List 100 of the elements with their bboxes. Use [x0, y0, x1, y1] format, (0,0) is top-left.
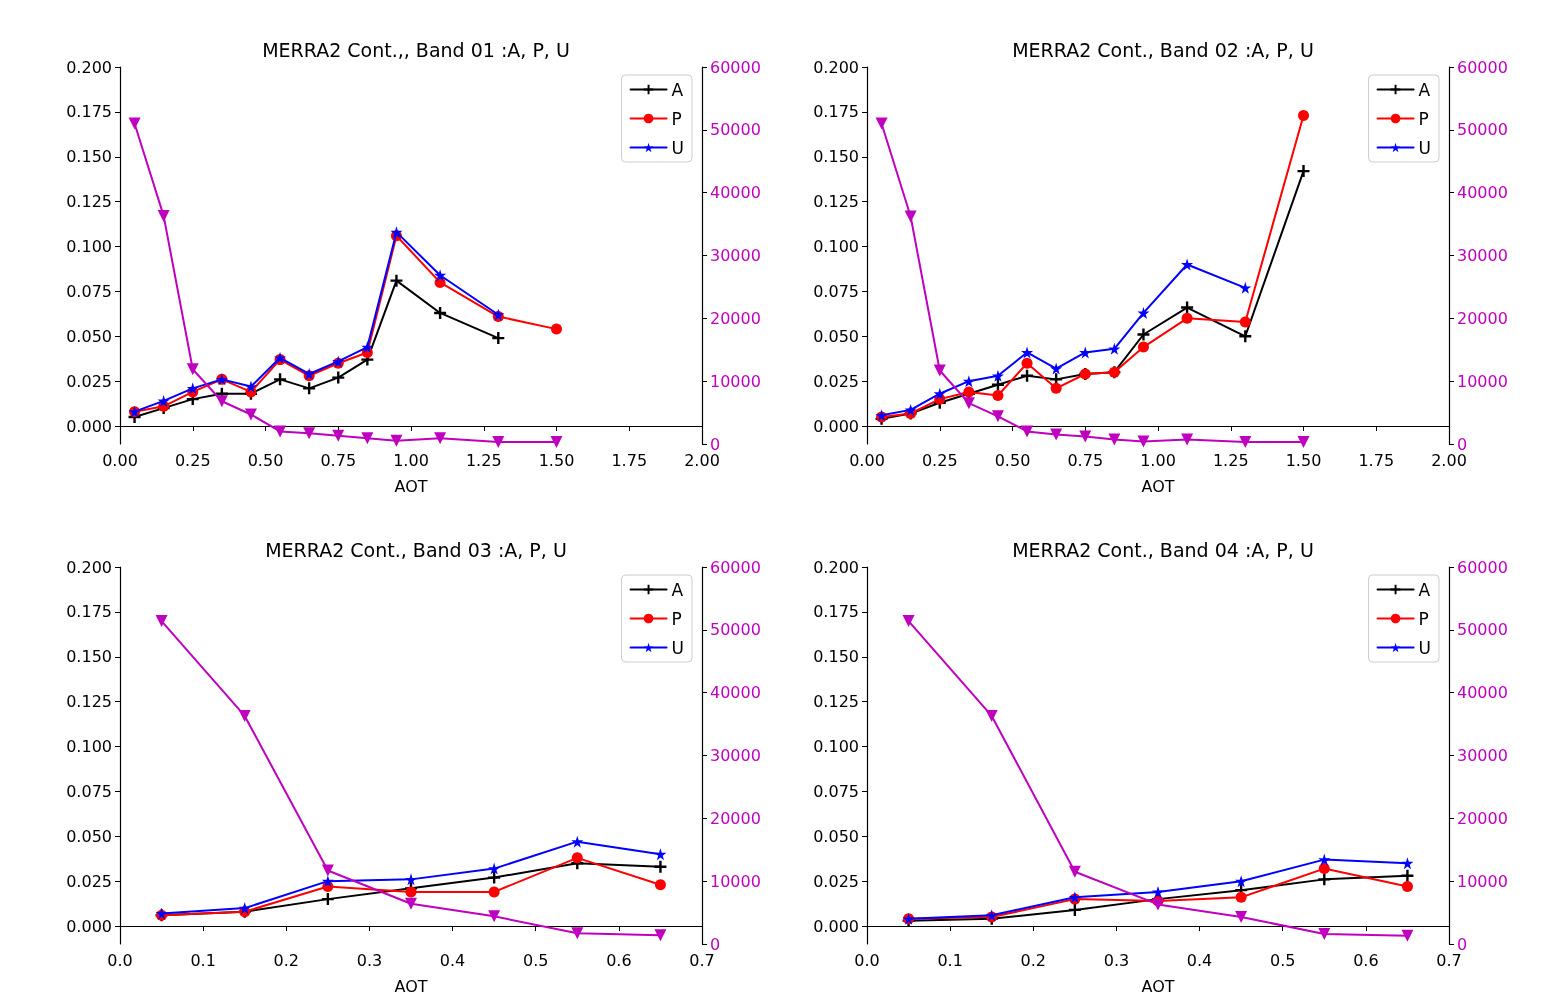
x-tick-label: 1.25 — [1212, 450, 1249, 470]
y-tick-label: 0.150 — [813, 647, 859, 667]
x-tick-label: 1.75 — [1358, 450, 1395, 470]
y2-tick-label: 50000 — [710, 120, 761, 140]
x-tick-label: 0.6 — [1353, 950, 1379, 970]
y-tick-label: 0.025 — [813, 871, 859, 891]
y2-tick-label: 10000 — [710, 371, 761, 391]
y-tick-label: 0.050 — [813, 326, 859, 346]
y2-tick-label: 40000 — [710, 183, 761, 203]
y2-tick-label: 20000 — [1457, 808, 1508, 828]
legend-label: P — [1418, 108, 1429, 129]
y2-tick-label: 20000 — [710, 308, 761, 328]
legend-label: A — [671, 79, 684, 100]
x-tick-label: 0.00 — [849, 450, 885, 470]
x-axis-title: AOT — [1141, 976, 1175, 996]
y-tick-label: 0.125 — [66, 692, 112, 712]
x-tick-label: 0.5 — [522, 950, 549, 970]
x-tick-label: 0.25 — [921, 450, 958, 470]
y2-tick-label: 40000 — [1457, 183, 1508, 203]
chart-title: MERRA2 Cont., Band 02 :A, P, U — [1012, 38, 1314, 61]
x-tick-label: 0.50 — [247, 450, 284, 470]
x-tick-label: 0.75 — [320, 450, 357, 470]
y2-tick-label: 50000 — [1457, 120, 1508, 140]
y-tick-label: 0.175 — [66, 602, 112, 622]
y-tick-label: 0.200 — [66, 57, 112, 77]
y-tick-label: 0.200 — [813, 57, 859, 77]
y-tick-label: 0.100 — [813, 737, 859, 757]
y-tick-label: 0.200 — [813, 557, 859, 577]
y2-tick-label: 30000 — [1457, 246, 1508, 265]
y-tick-label: 0.125 — [813, 192, 859, 212]
x-tick-label: 0.2 — [273, 950, 300, 970]
x-axis-title: AOT — [1141, 476, 1175, 496]
y-tick-label: 0.100 — [66, 237, 112, 257]
legend-label: A — [1418, 79, 1431, 100]
legend-label: U — [1418, 637, 1432, 658]
x-tick-label: 0.00 — [102, 450, 138, 470]
y-tick-label: 0.125 — [813, 692, 859, 712]
y2-tick-label: 10000 — [710, 871, 761, 891]
chart-title: MERRA2 Cont.,, Band 01 :A, P, U — [262, 38, 570, 61]
legend-label: P — [671, 108, 682, 129]
x-tick-label: 1.50 — [1285, 450, 1322, 470]
legend-label: U — [1418, 137, 1432, 158]
y2-tick-label: 50000 — [710, 620, 761, 640]
x-tick-label: 0.0 — [107, 950, 133, 970]
y-tick-label: 0.100 — [813, 237, 859, 257]
y-tick-label: 0.175 — [66, 102, 112, 122]
y-tick-label: 0.025 — [66, 371, 112, 391]
x-tick-label: 0.6 — [606, 950, 632, 970]
y-tick-label: 0.000 — [66, 416, 112, 436]
y-tick-label: 0.075 — [813, 781, 859, 801]
y-tick-label: 0.025 — [66, 871, 112, 891]
x-tick-label: 0.0 — [854, 950, 880, 970]
chart-title: MERRA2 Cont., Band 03 :A, P, U — [265, 538, 567, 561]
y2-tick-label: 30000 — [710, 746, 761, 765]
y-tick-label: 0.000 — [66, 916, 112, 936]
y-tick-label: 0.000 — [813, 416, 859, 436]
x-tick-label: 0.2 — [1020, 950, 1047, 970]
y-tick-label: 0.050 — [66, 326, 112, 346]
x-tick-label: 0.4 — [1186, 950, 1213, 970]
y-tick-label: 0.100 — [66, 737, 112, 757]
legend-label: U — [671, 137, 685, 158]
y-tick-label: 0.025 — [813, 371, 859, 391]
x-tick-label: 0.25 — [174, 450, 211, 470]
y2-tick-label: 20000 — [1457, 308, 1508, 328]
y-tick-label: 0.150 — [66, 147, 112, 167]
y2-tick-label: 60000 — [710, 557, 761, 577]
y2-tick-label: 30000 — [710, 246, 761, 265]
chart-title: MERRA2 Cont., Band 04 :A, P, U — [1012, 538, 1314, 561]
y-tick-label: 0.125 — [66, 192, 112, 212]
y-tick-label: 0.050 — [813, 826, 859, 846]
y-tick-label: 0.175 — [813, 602, 859, 622]
x-tick-label: 1.75 — [611, 450, 648, 470]
y-tick-label: 0.075 — [66, 781, 112, 801]
y2-tick-label: 20000 — [710, 808, 761, 828]
y-tick-label: 0.075 — [66, 281, 112, 301]
y2-tick-label: 40000 — [1457, 683, 1508, 703]
legend-label: A — [671, 579, 684, 600]
legend-label: U — [671, 637, 685, 658]
y-tick-label: 0.050 — [66, 826, 112, 846]
x-tick-label: 0.1 — [190, 950, 216, 970]
x-tick-label: 0.5 — [1269, 950, 1296, 970]
y2-tick-label: 60000 — [1457, 57, 1508, 77]
y-tick-label: 0.175 — [813, 102, 859, 122]
y2-tick-label: 50000 — [1457, 620, 1508, 640]
y2-tick-label: 60000 — [1457, 557, 1508, 577]
x-tick-label: 0.4 — [439, 950, 466, 970]
x-tick-label: 1.25 — [465, 450, 502, 470]
y-tick-label: 0.150 — [813, 147, 859, 167]
y-tick-label: 0.075 — [813, 281, 859, 301]
legend-label: P — [1418, 608, 1429, 629]
y2-tick-label: 40000 — [710, 683, 761, 703]
x-axis-title: AOT — [394, 976, 428, 996]
y2-tick-label: 60000 — [710, 57, 761, 77]
y2-tick-label: 30000 — [1457, 746, 1508, 765]
y-tick-label: 0.150 — [66, 647, 112, 667]
y-tick-label: 0.000 — [813, 916, 859, 936]
x-tick-label: 1.00 — [393, 450, 429, 470]
legend-label: P — [671, 608, 682, 629]
x-axis-title: AOT — [394, 476, 428, 496]
x-tick-label: 0.1 — [937, 950, 963, 970]
